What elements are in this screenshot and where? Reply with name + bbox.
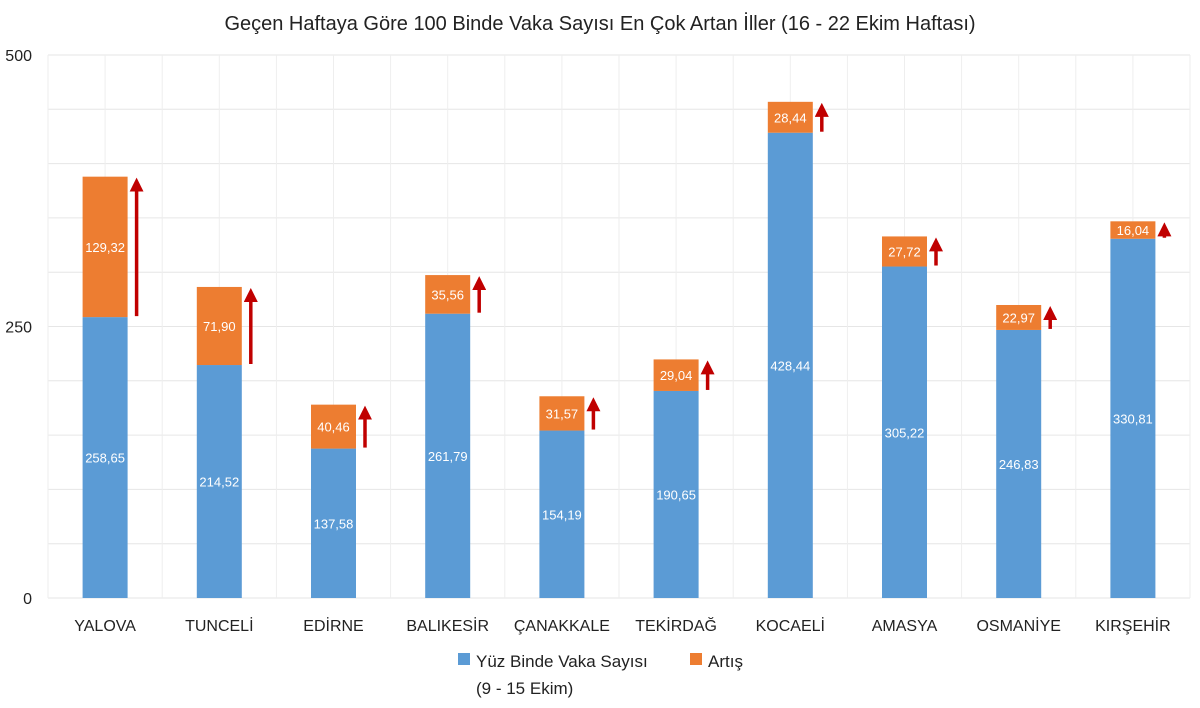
legend-label-base-period: (9 - 15 Ekim) bbox=[476, 679, 573, 698]
data-label-base: 330,81 bbox=[1113, 411, 1153, 426]
bar-base bbox=[311, 448, 356, 598]
data-label-increase: 129,32 bbox=[85, 240, 125, 255]
bar-base bbox=[996, 329, 1042, 598]
y-tick-label: 0 bbox=[23, 591, 32, 608]
bar-base bbox=[1110, 238, 1156, 598]
bar-increase bbox=[996, 304, 1042, 330]
legend: Yüz Binde Vaka Sayısı (9 - 15 Ekim) Artı… bbox=[458, 652, 743, 698]
y-tick-label: 500 bbox=[5, 48, 32, 65]
bar-increase bbox=[425, 275, 471, 314]
bar-base bbox=[882, 266, 927, 598]
legend-label-base: Yüz Binde Vaka Sayısı bbox=[476, 652, 648, 671]
data-label-increase: 28,44 bbox=[774, 110, 807, 125]
data-label-increase: 27,72 bbox=[888, 244, 921, 259]
bar-increase bbox=[882, 236, 927, 267]
data-label-increase: 71,90 bbox=[203, 319, 236, 334]
x-tick-label: YALOVA bbox=[74, 618, 136, 635]
bar-increase bbox=[196, 286, 242, 366]
bar-base bbox=[767, 132, 813, 598]
bar-increase bbox=[653, 359, 699, 391]
bar-base bbox=[196, 365, 242, 598]
x-tick-label: KOCAELİ bbox=[756, 616, 825, 635]
data-label-base: 246,83 bbox=[999, 457, 1039, 472]
bar-increase bbox=[539, 396, 585, 431]
x-tick-label: OSMANİYE bbox=[976, 616, 1060, 635]
y-tick-label: 250 bbox=[5, 320, 32, 337]
data-label-increase: 40,46 bbox=[317, 420, 350, 435]
x-tick-label: EDİRNE bbox=[303, 616, 363, 635]
data-label-base: 258,65 bbox=[85, 451, 125, 466]
legend-label-increase: Artış bbox=[708, 652, 743, 671]
chart-title: Geçen Haftaya Göre 100 Binde Vaka Sayısı… bbox=[224, 12, 975, 35]
x-tick-label: KIRŞEHİR bbox=[1095, 616, 1171, 635]
x-tick-label: AMASYA bbox=[872, 618, 938, 635]
x-tick-label: BALIKESİR bbox=[406, 616, 489, 635]
data-label-base: 214,52 bbox=[199, 475, 239, 490]
data-label-increase: 35,56 bbox=[431, 287, 464, 302]
bar-increase bbox=[311, 404, 356, 449]
bar-increase bbox=[1110, 221, 1156, 239]
data-label-base: 190,65 bbox=[656, 487, 696, 502]
legend-swatch-base bbox=[458, 653, 470, 665]
bar-base bbox=[653, 390, 699, 598]
bar-increase bbox=[767, 101, 813, 133]
x-tick-label: TUNCELİ bbox=[185, 616, 253, 635]
x-tick-label: TEKİRDAĞ bbox=[635, 616, 717, 635]
data-label-increase: 31,57 bbox=[546, 406, 579, 421]
data-label-base: 137,58 bbox=[314, 516, 354, 531]
data-label-increase: 22,97 bbox=[1002, 310, 1035, 325]
data-label-base: 261,79 bbox=[428, 449, 468, 464]
bar-base bbox=[539, 430, 585, 598]
bar-base bbox=[82, 317, 128, 598]
data-label-increase: 16,04 bbox=[1117, 223, 1150, 238]
x-tick-label: ÇANAKKALE bbox=[514, 618, 610, 635]
data-label-increase: 29,04 bbox=[660, 368, 693, 383]
bar-increase bbox=[82, 176, 128, 318]
data-label-base: 428,44 bbox=[770, 358, 810, 373]
data-label-base: 154,19 bbox=[542, 507, 582, 522]
bar-base bbox=[425, 313, 471, 598]
legend-swatch-increase bbox=[690, 653, 702, 665]
data-label-base: 305,22 bbox=[885, 425, 925, 440]
